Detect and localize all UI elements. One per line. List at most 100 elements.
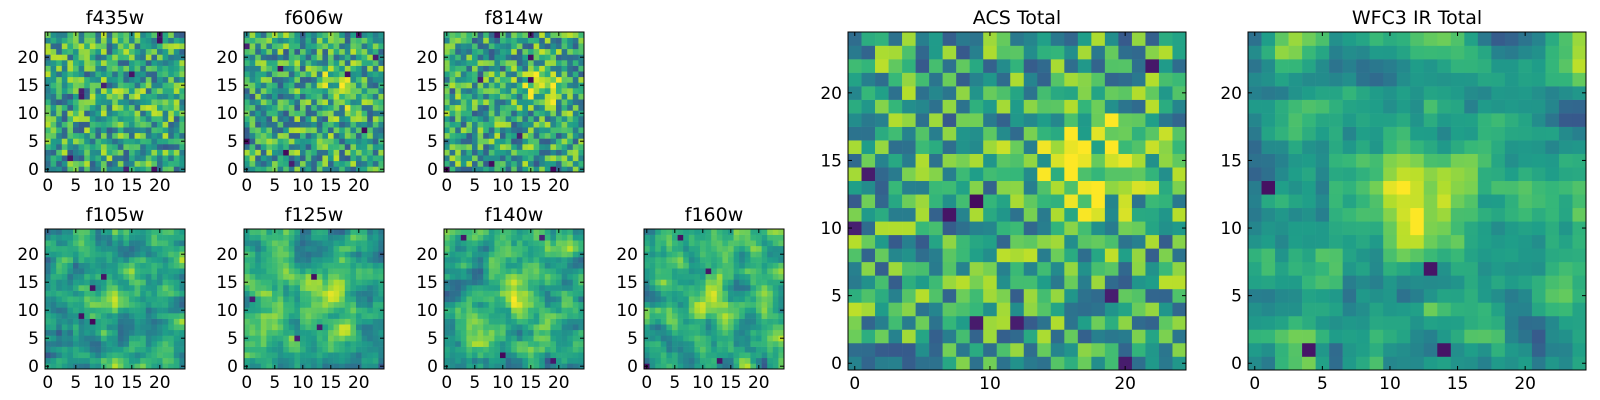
heatmap-cell [288, 290, 295, 297]
heatmap-cell [466, 110, 473, 117]
heatmap-cell [567, 346, 574, 353]
heatmap-cell [372, 296, 379, 303]
heatmap-cell [772, 357, 779, 364]
heatmap-cell [466, 318, 473, 325]
heatmap-cell [688, 335, 695, 342]
heatmap-cell [1172, 356, 1187, 371]
heatmap-cell [95, 76, 102, 83]
heatmap-cell [660, 251, 667, 258]
heatmap-cell [145, 301, 152, 308]
heatmap-cell [556, 93, 562, 100]
heatmap-cell [322, 104, 329, 111]
x-tick-label: 5 [70, 176, 81, 196]
heatmap-cell [162, 144, 169, 150]
heatmap-cell [1118, 329, 1133, 344]
heatmap-cell [444, 296, 450, 303]
heatmap-cell [311, 104, 318, 111]
heatmap-cell [449, 357, 456, 364]
heatmap-cell [112, 110, 119, 117]
heatmap-cell [460, 132, 467, 139]
heatmap-cell [129, 234, 135, 241]
heatmap-cell [311, 71, 318, 78]
heatmap-cell [472, 43, 478, 50]
heatmap-cell [145, 82, 152, 89]
heatmap-cell [477, 127, 484, 134]
heatmap-cell [778, 234, 785, 241]
heatmap-cell [505, 240, 512, 247]
y-tick-label: 5 [227, 329, 238, 349]
heatmap-cell [466, 357, 473, 364]
heatmap-cell [1077, 329, 1092, 344]
heatmap-cell [356, 257, 362, 263]
heatmap-cell [915, 315, 930, 330]
heatmap-cell [266, 346, 273, 353]
heatmap-cell [466, 160, 473, 167]
heatmap-cell [733, 251, 740, 258]
heatmap-cell [339, 166, 346, 173]
heatmap-cell [106, 121, 113, 128]
heatmap-cell [134, 357, 141, 364]
heatmap-cell [572, 48, 579, 55]
heatmap-cell [277, 127, 284, 134]
heatmap-cell [915, 302, 930, 317]
heatmap-cell [316, 324, 323, 331]
heatmap-cell [915, 194, 930, 209]
heatmap-cell [861, 288, 876, 303]
heatmap-cell [112, 296, 119, 303]
heatmap-cell [328, 301, 334, 308]
heatmap-cell [655, 296, 662, 303]
heatmap-cell [260, 76, 267, 83]
heatmap-cell [500, 116, 506, 122]
heatmap-cell [449, 352, 456, 359]
heatmap-cell [101, 262, 107, 269]
heatmap-cell [145, 144, 152, 150]
heatmap-cell [350, 104, 357, 111]
heatmap-cell [50, 88, 57, 94]
heatmap-cell [455, 229, 462, 235]
heatmap-cell [129, 99, 135, 106]
heatmap-cell [294, 104, 301, 111]
heatmap-cell [533, 346, 540, 353]
heatmap-cell [260, 144, 267, 150]
heatmap-cell [305, 54, 312, 61]
heatmap-cell [277, 37, 284, 44]
heatmap-cell [1010, 207, 1025, 222]
heatmap-cell [45, 48, 51, 55]
heatmap-cell [361, 324, 368, 331]
heatmap-cell [677, 352, 684, 359]
heatmap-cell [472, 132, 478, 139]
heatmap-cell [339, 43, 346, 50]
heatmap-cell [288, 99, 295, 106]
heatmap-cell [157, 313, 163, 319]
heatmap-cell [50, 116, 57, 122]
heatmap-cell [123, 285, 130, 291]
heatmap-cell [528, 324, 534, 331]
heatmap-cell [902, 207, 916, 222]
heatmap-cell [644, 313, 650, 319]
heatmap-cell [73, 60, 79, 66]
heatmap-cell [888, 221, 903, 236]
heatmap-cell [249, 324, 256, 331]
heatmap-cell [455, 48, 462, 55]
heatmap-cell [578, 71, 585, 78]
heatmap-cell [533, 166, 540, 173]
heatmap-cell [472, 273, 478, 280]
heatmap-cell [683, 324, 690, 331]
heatmap-cell [288, 160, 295, 167]
heatmap-cell [145, 262, 152, 269]
heatmap-cell [578, 352, 585, 359]
heatmap-cell [556, 121, 562, 128]
heatmap-cell [67, 54, 74, 61]
heatmap-cell [249, 60, 256, 66]
heatmap-cell [145, 234, 152, 241]
heatmap-cell [533, 88, 540, 94]
heatmap-cell [372, 60, 379, 66]
heatmap-cell [750, 234, 757, 241]
heatmap-cell [300, 240, 306, 247]
heatmap-cell [511, 37, 518, 44]
heatmap-cell [522, 363, 529, 370]
heatmap-cell [683, 346, 690, 353]
heatmap-cell [157, 262, 163, 269]
heatmap-cell [778, 245, 785, 252]
heatmap-cell [73, 346, 79, 353]
